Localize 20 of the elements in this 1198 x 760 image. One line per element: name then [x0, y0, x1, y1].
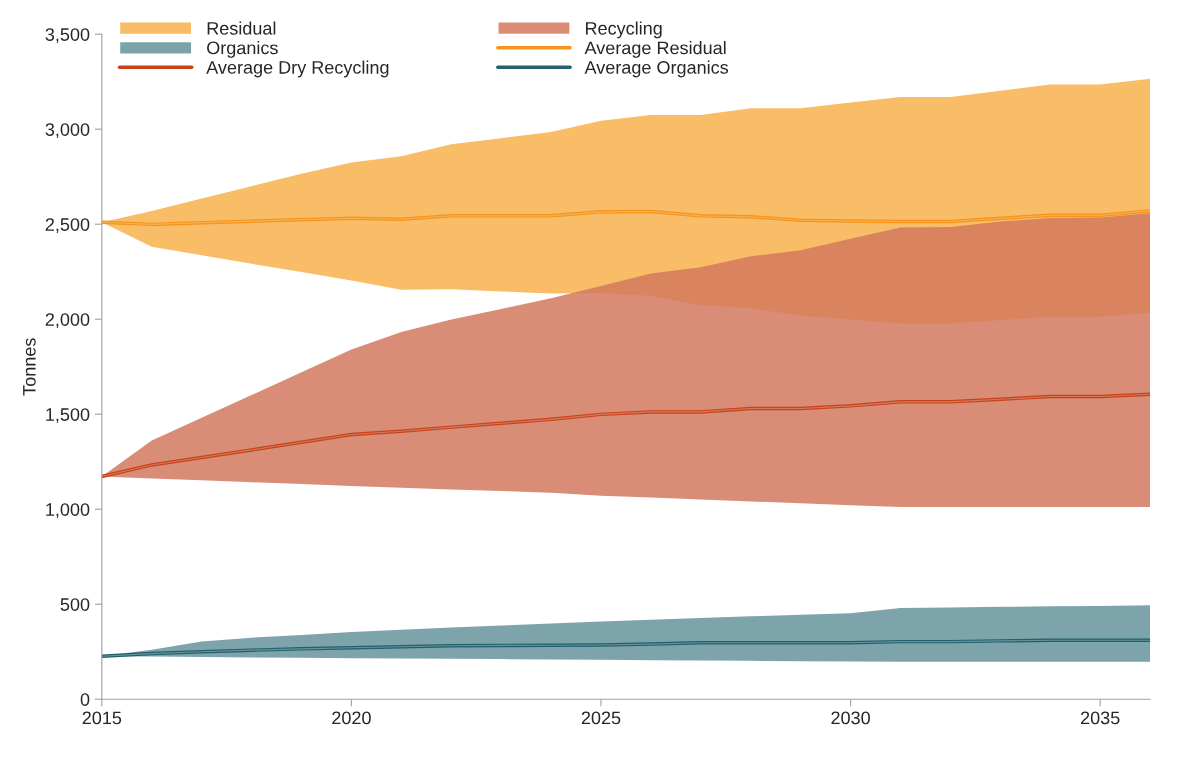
y-tick-label: 0 [80, 693, 90, 706]
legend-label: Recycling [585, 21, 662, 39]
y-axis-title: Tonnes [23, 338, 36, 396]
y-tick-label: 3,500 [45, 28, 90, 44]
x-tick-label: 2015 [82, 711, 122, 725]
y-tick-label: 2,000 [45, 313, 90, 329]
legend-label: Residual [207, 21, 276, 35]
x-tick-label: 2035 [1080, 711, 1120, 725]
legend-label: Average Residual [584, 41, 726, 58]
y-tick-label: 1,500 [46, 408, 90, 424]
y-tick-label: 500 [60, 598, 90, 611]
x-tick-label: 2025 [581, 711, 621, 725]
y-tick-label: 3,000 [45, 123, 90, 139]
y-tick-label: 2,500 [45, 218, 90, 234]
legend-label: Average Organics [584, 60, 729, 78]
y-tick-label: 1,000 [46, 503, 90, 519]
x-tick-label: 2030 [831, 711, 870, 725]
legend-label: Average Dry Recycling [206, 60, 389, 78]
x-tick-label: 2020 [332, 711, 371, 725]
legend-label: Organics [207, 41, 278, 58]
